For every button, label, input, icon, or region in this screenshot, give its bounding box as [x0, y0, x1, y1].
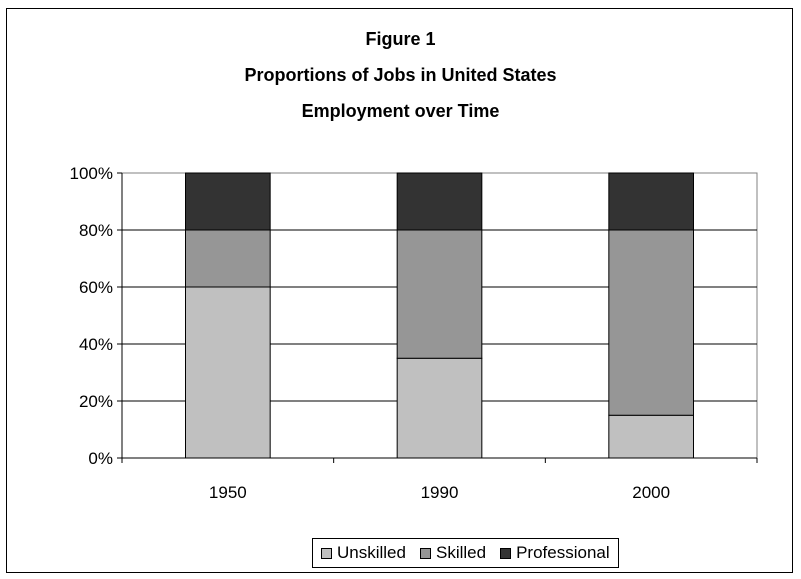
x-tick-label: 1990 — [421, 483, 459, 502]
legend-swatch-skilled — [419, 547, 431, 559]
y-tick-label: 40% — [79, 335, 113, 354]
chart-title-line-3: Employment over Time — [301, 101, 500, 121]
legend-label-unskilled: Unskilled — [337, 543, 406, 562]
y-tick-label: 20% — [79, 392, 113, 411]
legend-label-professional: Professional — [516, 543, 610, 562]
legend-label-skilled: Skilled — [435, 543, 487, 562]
bar-professional-1990 — [396, 172, 483, 231]
chart-title-line-1: Figure 1 — [365, 29, 436, 49]
bar-skilled-2000 — [608, 229, 694, 416]
bar-unskilled-1950 — [185, 286, 271, 459]
bar-unskilled-1990 — [396, 357, 483, 459]
bar-professional-2000 — [608, 172, 694, 231]
bar-skilled-1950 — [185, 229, 271, 288]
x-tick-label: 1950 — [209, 483, 247, 502]
legend-item-skilled: Skilled — [419, 543, 487, 563]
bar-skilled-1990 — [396, 229, 483, 359]
chart-legend: Unskilled Skilled Professional — [312, 538, 619, 568]
legend-item-professional: Professional — [500, 543, 610, 563]
x-tick-label: 2000 — [632, 483, 670, 502]
y-tick-label: 0% — [88, 449, 113, 468]
bar-unskilled-2000 — [608, 414, 694, 459]
bar-professional-1950 — [185, 172, 271, 231]
chart-title-line-2: Proportions of Jobs in United States — [244, 65, 557, 85]
legend-swatch-professional — [500, 547, 512, 559]
legend-swatch-unskilled — [321, 547, 332, 559]
legend-item-unskilled: Unskilled — [321, 543, 406, 563]
y-tick-label: 100% — [70, 164, 113, 183]
y-tick-label: 60% — [79, 278, 113, 297]
y-tick-label: 80% — [79, 221, 113, 240]
